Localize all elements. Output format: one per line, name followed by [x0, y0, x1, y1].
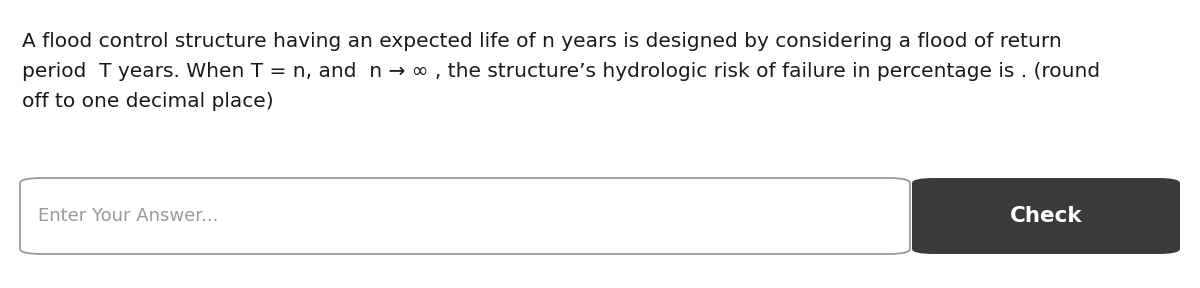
Text: Check: Check — [1009, 206, 1082, 226]
Text: Enter Your Answer...: Enter Your Answer... — [38, 207, 218, 225]
Text: A flood control structure having an expected life of n years is designed by cons: A flood control structure having an expe… — [22, 32, 1062, 51]
Text: off to one decimal place): off to one decimal place) — [22, 92, 274, 111]
FancyBboxPatch shape — [20, 178, 910, 254]
FancyBboxPatch shape — [912, 178, 1180, 254]
Text: period  T years. When T = n, and  n → ∞ , the structure’s hydrologic risk of fai: period T years. When T = n, and n → ∞ , … — [22, 62, 1100, 81]
